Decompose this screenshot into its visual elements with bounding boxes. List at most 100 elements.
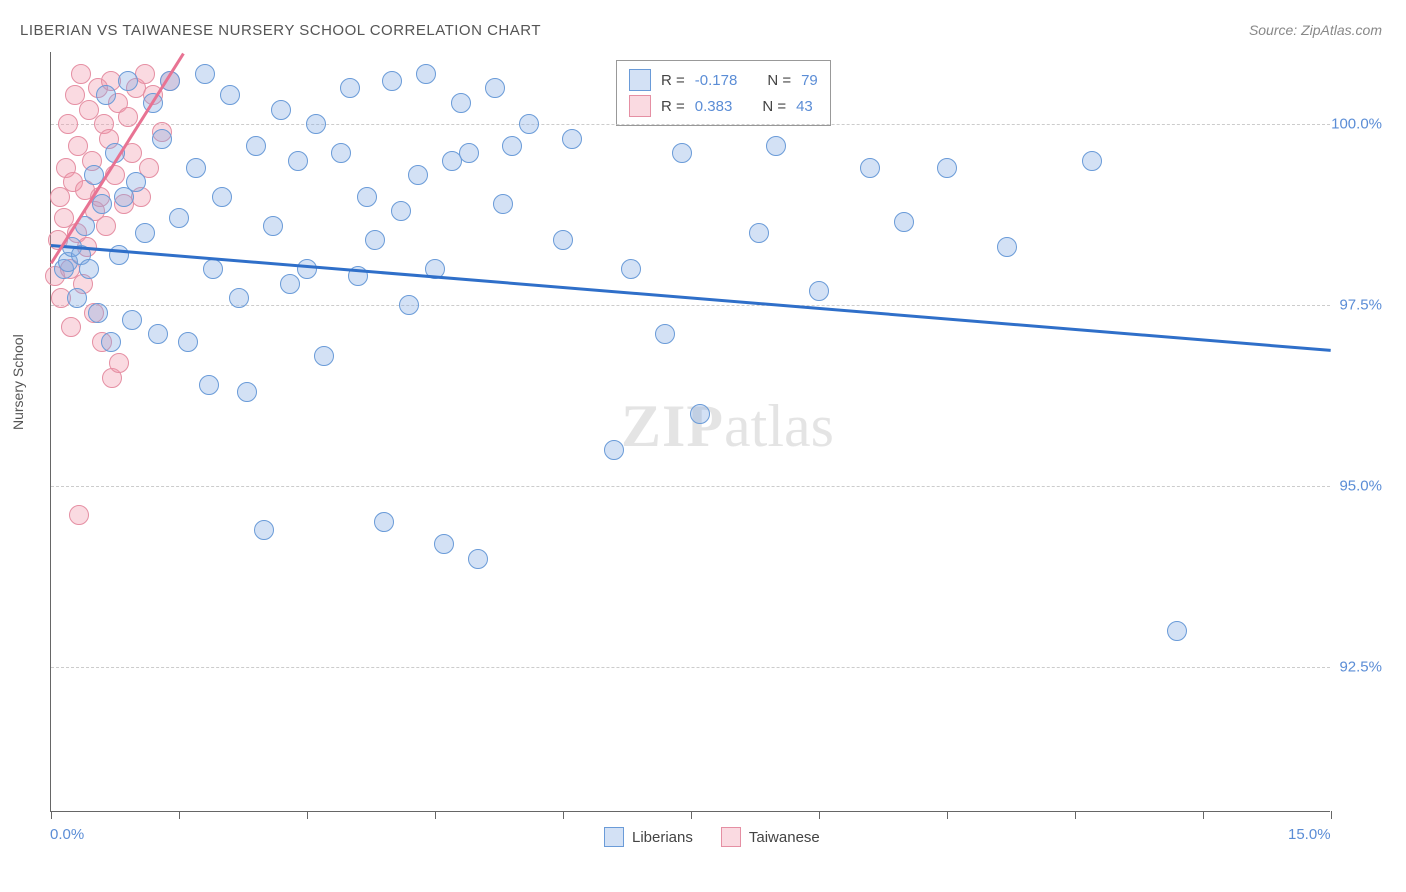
liberians-marker [604,440,624,460]
liberians-marker [374,512,394,532]
liberians-marker [562,129,582,149]
legend-swatch-taiwanese [629,95,651,117]
legend-n-label: N = [762,98,786,115]
liberians-marker [502,136,522,156]
liberians-marker [297,259,317,279]
liberians-marker [263,216,283,236]
liberians-marker [485,78,505,98]
liberians-marker [519,114,539,134]
liberians-marker [229,288,249,308]
liberians-marker [148,324,168,344]
liberians-marker [655,324,675,344]
liberians-marker [199,375,219,395]
legend-row-taiwanese: R = 0.383 N = 43 [629,93,818,119]
watermark-atlas: atlas [724,393,834,459]
y-tick-label: 97.5% [1339,297,1382,314]
x-tick [563,811,564,819]
scatter-plot-area: ZIPatlas R = -0.178 N = 79 R = 0.383 N =… [50,52,1330,812]
liberians-marker [254,520,274,540]
liberians-marker [493,194,513,214]
liberians-marker [749,223,769,243]
x-tick [179,811,180,819]
liberians-marker [178,332,198,352]
liberians-marker [1082,151,1102,171]
x-tick [691,811,692,819]
legend-r-value-liberians: -0.178 [695,72,738,89]
liberians-marker [135,223,155,243]
liberians-marker [391,201,411,221]
liberians-marker [271,100,291,120]
liberians-marker [451,93,471,113]
legend-n-value-taiwanese: 43 [796,98,813,115]
x-tick [1203,811,1204,819]
x-tick [1075,811,1076,819]
liberians-marker [434,534,454,554]
liberians-marker [894,212,914,232]
liberians-marker [621,259,641,279]
series-legend: Liberians Taiwanese [604,827,820,847]
liberians-marker [690,404,710,424]
liberians-marker [79,259,99,279]
liberians-marker [203,259,223,279]
liberians-marker [860,158,880,178]
legend-r-label: R = [661,98,685,115]
liberians-marker [1167,621,1187,641]
liberians-marker [186,158,206,178]
liberians-marker [553,230,573,250]
taiwanese-marker [61,317,81,337]
liberians-marker [169,208,189,228]
liberians-marker [92,194,112,214]
liberians-marker [306,114,326,134]
liberians-marker [365,230,385,250]
liberians-marker [220,85,240,105]
legend-swatch-liberians [629,69,651,91]
gridline [51,667,1330,668]
liberians-marker [340,78,360,98]
liberians-marker [246,136,266,156]
x-tick [819,811,820,819]
x-tick [947,811,948,819]
gridline [51,124,1330,125]
legend-n-value-liberians: 79 [801,72,818,89]
liberians-marker [126,172,146,192]
liberians-marker [195,64,215,84]
taiwanese-marker [71,64,91,84]
legend-label-liberians: Liberians [632,829,693,846]
legend-item-liberians: Liberians [604,827,693,847]
liberians-marker [314,346,334,366]
taiwanese-marker [58,114,78,134]
taiwanese-marker [118,107,138,127]
liberians-marker [96,85,116,105]
liberians-marker [288,151,308,171]
y-tick-label: 95.0% [1339,478,1382,495]
taiwanese-marker [135,64,155,84]
taiwanese-marker [109,353,129,373]
liberians-marker [416,64,436,84]
watermark-zip: ZIP [621,393,724,459]
liberians-marker [122,310,142,330]
gridline [51,486,1330,487]
liberians-marker [399,295,419,315]
x-tick-label: 15.0% [1288,826,1331,843]
chart-title: LIBERIAN VS TAIWANESE NURSERY SCHOOL COR… [20,22,541,39]
liberians-marker [280,274,300,294]
x-tick [51,811,52,819]
legend-item-taiwanese: Taiwanese [721,827,820,847]
liberians-marker [408,165,428,185]
liberians-marker [67,288,87,308]
liberians-marker [809,281,829,301]
liberians-marker [468,549,488,569]
liberians-marker [88,303,108,323]
liberians-marker [672,143,692,163]
x-tick [435,811,436,819]
legend-swatch-liberians [604,827,624,847]
source-attribution: Source: ZipAtlas.com [1249,22,1382,38]
x-tick-label: 0.0% [50,826,84,843]
liberians-marker [212,187,232,207]
legend-label-taiwanese: Taiwanese [749,829,820,846]
taiwanese-marker [69,505,89,525]
liberians-marker [331,143,351,163]
liberians-marker [109,245,129,265]
legend-r-label: R = [661,72,685,89]
legend-swatch-taiwanese [721,827,741,847]
